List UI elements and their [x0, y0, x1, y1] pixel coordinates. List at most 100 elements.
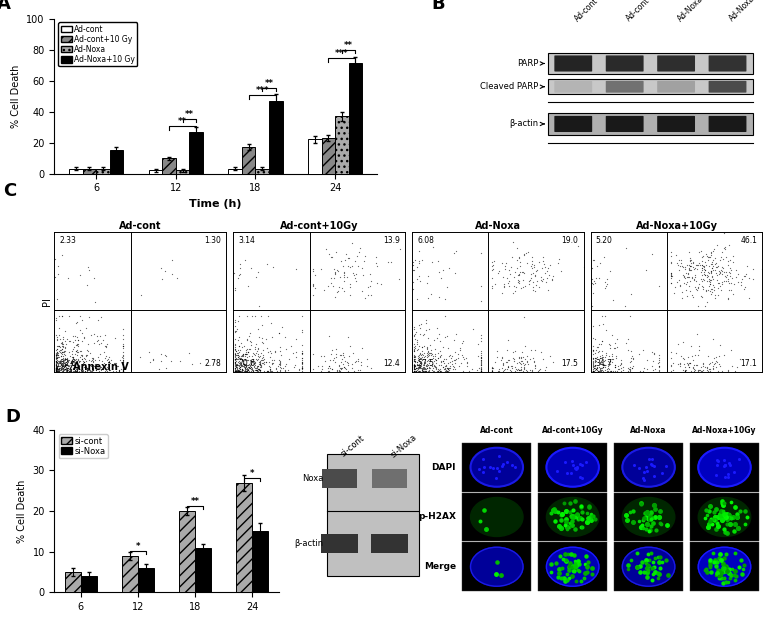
- Ellipse shape: [546, 497, 599, 536]
- Point: [61, 360, 73, 370]
- Point: [416, 364, 429, 374]
- Point: [705, 268, 717, 278]
- Point: [525, 365, 538, 375]
- Point: [309, 283, 321, 293]
- Point: [232, 348, 244, 358]
- Point: [147, 354, 159, 364]
- Point: [56, 361, 68, 371]
- Point: [335, 283, 348, 293]
- Point: [326, 252, 338, 262]
- Point: [704, 284, 717, 294]
- Point: [257, 352, 269, 362]
- Point: [51, 347, 63, 357]
- Point: [594, 357, 606, 366]
- Bar: [690, 542, 759, 591]
- Point: [408, 354, 420, 364]
- Point: [243, 362, 255, 372]
- Point: [54, 356, 67, 366]
- Text: C: C: [3, 183, 16, 201]
- Point: [251, 365, 264, 375]
- Point: [307, 290, 320, 300]
- Point: [510, 358, 523, 368]
- Point: [517, 352, 529, 362]
- Point: [685, 258, 697, 268]
- Point: [54, 365, 66, 375]
- Point: [414, 349, 426, 358]
- Point: [247, 355, 260, 365]
- Point: [52, 350, 65, 360]
- Point: [67, 366, 79, 376]
- Point: [276, 363, 289, 373]
- Point: [517, 366, 529, 376]
- Point: [57, 334, 69, 344]
- X-axis label: Time (h): Time (h): [189, 199, 242, 209]
- Point: [440, 363, 453, 373]
- Point: [424, 363, 436, 373]
- Point: [598, 360, 610, 370]
- Point: [273, 360, 286, 370]
- Point: [65, 366, 77, 376]
- Point: [53, 311, 65, 321]
- Point: [229, 340, 241, 350]
- Point: [72, 339, 84, 349]
- Point: [436, 356, 449, 366]
- Point: [537, 274, 549, 284]
- Point: [72, 356, 85, 366]
- Point: [703, 252, 716, 262]
- Bar: [308, 139, 321, 173]
- Point: [51, 357, 64, 366]
- Point: [231, 363, 244, 373]
- Point: [273, 362, 286, 372]
- Point: [587, 366, 599, 376]
- Point: [413, 366, 426, 376]
- Point: [273, 328, 286, 338]
- Point: [236, 342, 248, 352]
- Point: [252, 362, 265, 371]
- Point: [430, 366, 443, 376]
- Point: [53, 347, 65, 357]
- Point: [80, 365, 93, 375]
- Point: [63, 336, 75, 346]
- Point: [710, 362, 722, 371]
- FancyBboxPatch shape: [709, 116, 746, 132]
- Point: [443, 365, 455, 375]
- Point: [596, 350, 608, 360]
- Point: [475, 366, 487, 376]
- Point: [58, 343, 71, 353]
- Point: [696, 358, 709, 368]
- Point: [240, 364, 253, 374]
- Point: [710, 240, 723, 250]
- Point: [100, 365, 113, 375]
- Point: [409, 334, 422, 344]
- Point: [55, 338, 68, 348]
- Point: [414, 366, 426, 376]
- Point: [437, 265, 450, 275]
- Point: [414, 323, 426, 333]
- Point: [501, 361, 513, 371]
- Point: [333, 366, 345, 376]
- Point: [541, 273, 553, 283]
- Point: [331, 265, 344, 275]
- Point: [229, 358, 241, 368]
- Point: [678, 273, 691, 283]
- Point: [594, 353, 607, 363]
- Point: [419, 350, 431, 360]
- Point: [426, 242, 439, 252]
- Point: [70, 356, 82, 366]
- Point: [475, 366, 487, 376]
- Point: [95, 362, 107, 372]
- Point: [237, 361, 249, 371]
- Point: [677, 365, 689, 375]
- Point: [117, 358, 129, 368]
- Point: [230, 366, 242, 376]
- Point: [66, 360, 79, 370]
- Point: [475, 353, 487, 363]
- Point: [517, 358, 529, 368]
- Point: [265, 366, 277, 376]
- Point: [513, 270, 525, 280]
- Point: [605, 331, 618, 341]
- Point: [349, 357, 361, 367]
- Point: [50, 365, 62, 375]
- Point: [117, 363, 129, 373]
- Point: [440, 366, 453, 376]
